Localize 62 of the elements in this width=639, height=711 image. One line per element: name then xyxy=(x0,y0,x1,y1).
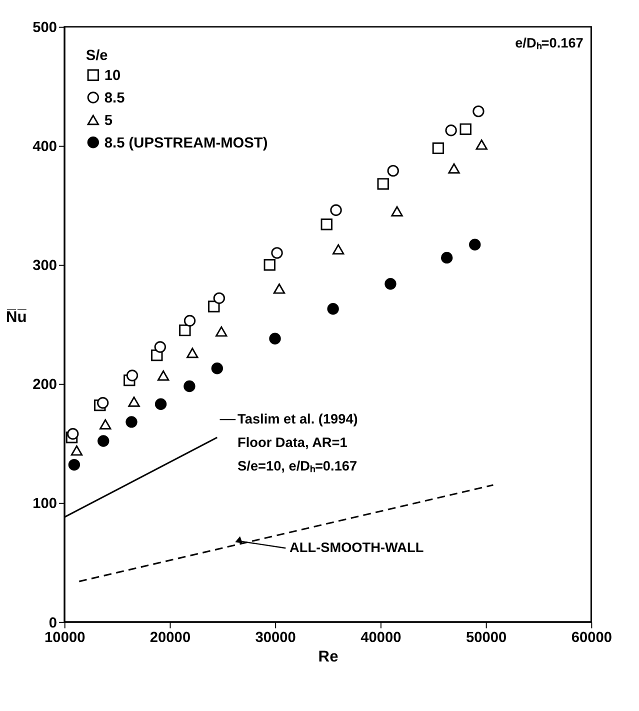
point xyxy=(70,445,83,456)
point xyxy=(472,105,484,118)
x-tick-label: 30000 xyxy=(255,630,296,646)
point xyxy=(211,362,224,374)
point xyxy=(208,300,220,312)
x-axis-title: Re xyxy=(318,648,339,666)
point xyxy=(154,398,167,410)
y-tick-label: 500 xyxy=(32,20,58,36)
point xyxy=(96,397,109,409)
point xyxy=(460,123,472,136)
point xyxy=(332,244,344,255)
point xyxy=(273,283,286,294)
point xyxy=(128,396,140,407)
point xyxy=(126,370,138,382)
point xyxy=(432,142,444,154)
point xyxy=(68,458,80,471)
point xyxy=(184,314,196,327)
legend-label: 10 xyxy=(104,68,121,84)
x-tick-label: 20000 xyxy=(150,630,191,646)
legend-title: S/e xyxy=(86,48,108,64)
point xyxy=(67,428,79,440)
point xyxy=(441,252,453,264)
y-tick-label: 0 xyxy=(48,615,58,632)
legend-label: 5 xyxy=(104,112,113,129)
point xyxy=(377,178,389,190)
point xyxy=(184,380,196,392)
point xyxy=(98,435,110,447)
point xyxy=(271,247,283,259)
y-tick-label: 200 xyxy=(32,377,58,394)
point xyxy=(476,139,488,150)
point xyxy=(391,206,403,216)
y-axis-title: N̅u̅ xyxy=(6,308,27,326)
annotation: Taslim et al. (1994) Floor Data, AR=1 S/e=10, e/Dₕ=0.167 xyxy=(238,411,358,474)
point xyxy=(448,163,460,174)
point xyxy=(154,341,166,353)
point xyxy=(216,326,228,337)
point xyxy=(126,416,138,428)
point xyxy=(445,124,457,136)
x-tick-label: 10000 xyxy=(44,630,86,646)
point xyxy=(320,218,332,230)
point xyxy=(186,348,198,358)
y-tick-label: 300 xyxy=(32,258,58,274)
y-tick-label: 400 xyxy=(32,139,58,156)
legend-label: 8.5 xyxy=(104,90,125,106)
point xyxy=(327,303,339,315)
point xyxy=(269,332,281,344)
annotation: ALL-SMOOTH-WALL xyxy=(290,540,424,556)
point xyxy=(387,164,399,177)
point xyxy=(213,292,226,304)
legend-label: 8.5 (UPSTREAM-MOST) xyxy=(104,135,268,152)
point xyxy=(264,258,276,271)
x-tick-label: 40000 xyxy=(360,630,402,646)
y-tick-label: 100 xyxy=(32,496,58,512)
point xyxy=(384,278,396,290)
x-tick-label: 60000 xyxy=(571,630,612,646)
point xyxy=(100,419,112,430)
point xyxy=(469,238,481,250)
annotation: e/Dₕ=0.167 xyxy=(515,35,584,50)
point xyxy=(157,370,170,381)
point xyxy=(330,204,342,216)
x-tick-label: 50000 xyxy=(466,630,507,646)
point xyxy=(179,324,191,336)
